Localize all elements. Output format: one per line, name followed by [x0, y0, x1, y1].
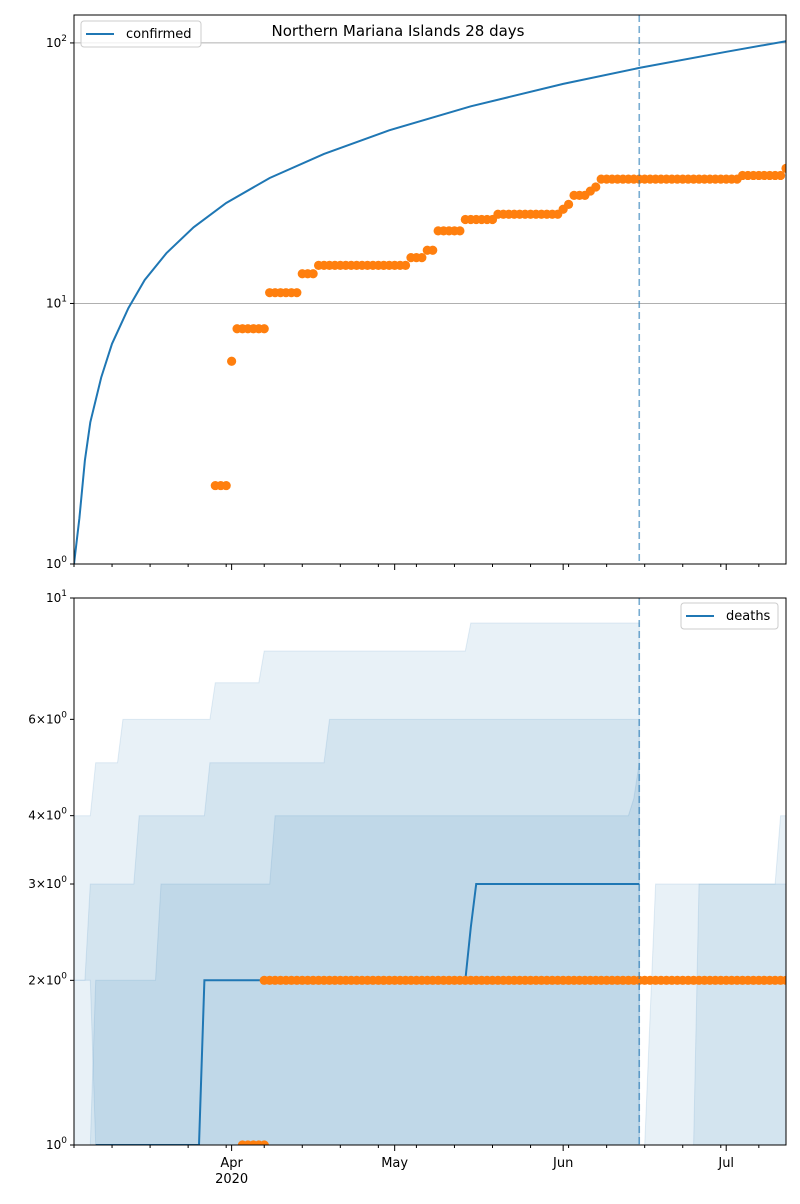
top-legend-box [80, 20, 202, 48]
y-tick-label: 6×100 [28, 710, 67, 726]
confirmed-observed-point [308, 269, 318, 279]
confirmed-observed-point [591, 182, 601, 192]
x-tick-label: Apr [220, 1156, 243, 1171]
top-plot-area [74, 15, 786, 564]
top-axes-frame [73, 14, 787, 565]
bottom-legend: deaths [680, 602, 779, 630]
confirmed-observed-point [455, 226, 465, 236]
quantile-band [74, 622, 640, 1145]
confirmed-observed-point [221, 480, 231, 491]
y-tick-label: 4×100 [28, 807, 67, 823]
confirmed-observed-point [417, 252, 427, 263]
x-tick-label: Jul [717, 1156, 734, 1171]
confirmed-observed-point [781, 163, 786, 173]
x-tick-sublabel: 2020 [215, 1172, 248, 1187]
bottom-legend-box [680, 602, 779, 630]
legend-label-confirmed: confirmed [126, 27, 192, 42]
deaths-observed-point [781, 975, 786, 985]
confirmed-observed-point [563, 199, 574, 210]
confirmed-observed-point [400, 260, 411, 270]
x-tick-label: May [381, 1156, 408, 1171]
quantile-band [693, 883, 786, 1145]
top-legend: confirmed [80, 20, 202, 48]
legend-label-deaths: deaths [726, 609, 771, 624]
confirmed-observed-point [428, 245, 438, 255]
confirmed-observed-point [292, 288, 302, 298]
confirmed-line [74, 40, 786, 564]
bottom-axes-frame [73, 597, 787, 1146]
y-tick-label: 2×100 [28, 971, 67, 987]
x-tick-label: Jun [552, 1156, 573, 1171]
confirmed-observed-point [259, 324, 269, 334]
top-x-axis [73, 564, 760, 570]
confirmed-observed-point [775, 170, 786, 181]
bottom-plot-area [74, 598, 786, 1145]
y-tick-label: 3×100 [28, 875, 67, 891]
quantile-band [74, 718, 640, 1145]
chart-title: Northern Mariana Islands 28 days [272, 22, 525, 40]
confirmed-observed-point [227, 356, 237, 366]
deaths-observed-point [259, 1140, 269, 1145]
